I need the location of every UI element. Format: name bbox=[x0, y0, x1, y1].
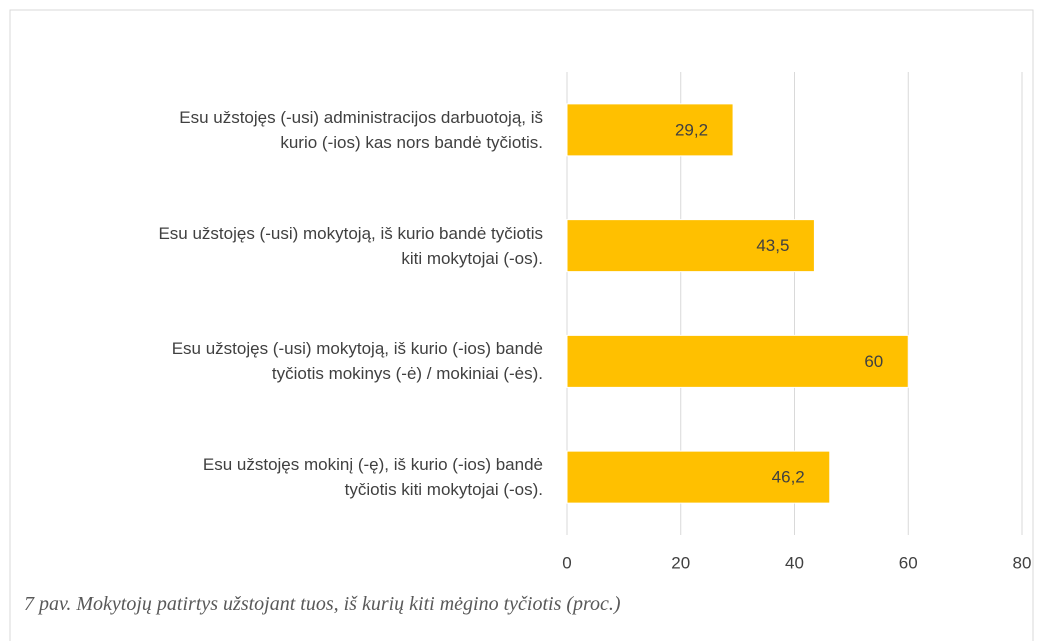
bar bbox=[566, 334, 909, 388]
x-tick-label: 0 bbox=[562, 553, 571, 572]
y-tick-label: Esu užstojęs (-usi) administracijos darb… bbox=[179, 107, 543, 152]
bar bbox=[566, 103, 734, 157]
y-tick-label: Esu užstojęs mokinį (-ę), iš kurio (-ios… bbox=[202, 455, 543, 500]
x-tick-label: 60 bbox=[899, 553, 918, 572]
bar bbox=[566, 450, 831, 504]
x-tick-label: 80 bbox=[1013, 553, 1032, 572]
caption: 7 pav. Mokytojų patirtys užstojant tuos,… bbox=[24, 593, 621, 615]
value-label: 29,2 bbox=[675, 120, 708, 139]
chart-border bbox=[9, 9, 1034, 641]
value-label: 43,5 bbox=[756, 236, 789, 255]
y-tick-label: Esu užstojęs (-usi) mokytoją, iš kurio (… bbox=[171, 339, 543, 384]
x-tick-label: 40 bbox=[785, 553, 804, 572]
y-tick-label: Esu užstojęs (-usi) mokytoją, iš kurio b… bbox=[158, 223, 543, 268]
bar bbox=[566, 219, 815, 273]
value-label: 46,2 bbox=[772, 468, 805, 487]
x-tick-label: 20 bbox=[671, 553, 690, 572]
value-label: 60 bbox=[864, 352, 883, 371]
